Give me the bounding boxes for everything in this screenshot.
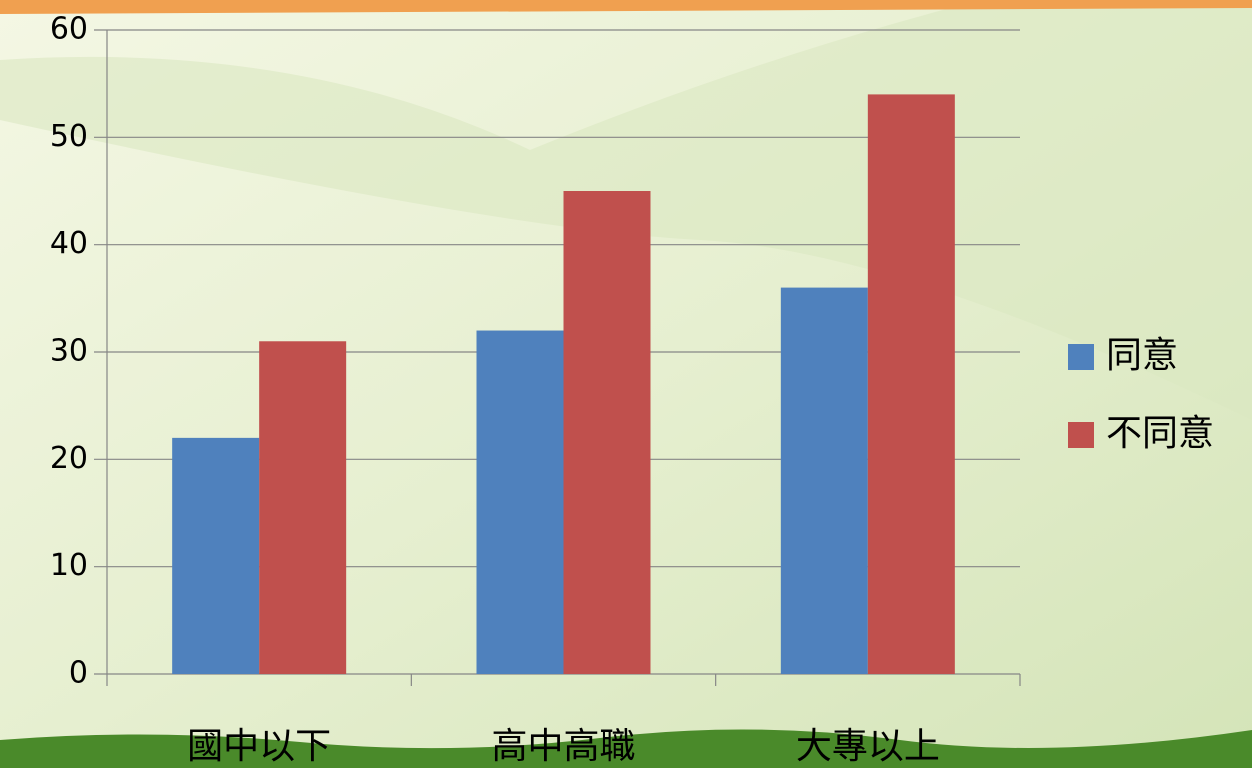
grass [0,729,1252,768]
bar [563,191,651,674]
x-tick-label: 大專以上 [796,726,940,767]
bar [172,437,260,674]
y-tick-label: 20 [50,441,88,476]
legend-swatch [1068,344,1094,370]
legend-label: 不同意 [1106,413,1214,454]
legend-swatch [1068,422,1094,448]
y-tick-label: 30 [50,334,88,369]
bar [780,287,868,674]
bar [476,330,564,674]
legend-label: 同意 [1106,335,1178,376]
y-tick-label: 10 [50,548,88,583]
bar [259,341,347,674]
top-strip [0,0,1252,14]
y-tick-label: 60 [50,12,88,47]
x-tick-label: 國中以下 [187,726,331,767]
x-tick-label: 高中高職 [491,726,635,767]
y-tick-label: 50 [50,119,88,154]
bar [867,94,955,674]
y-tick-label: 40 [50,226,88,261]
y-tick-label: 0 [69,656,88,691]
